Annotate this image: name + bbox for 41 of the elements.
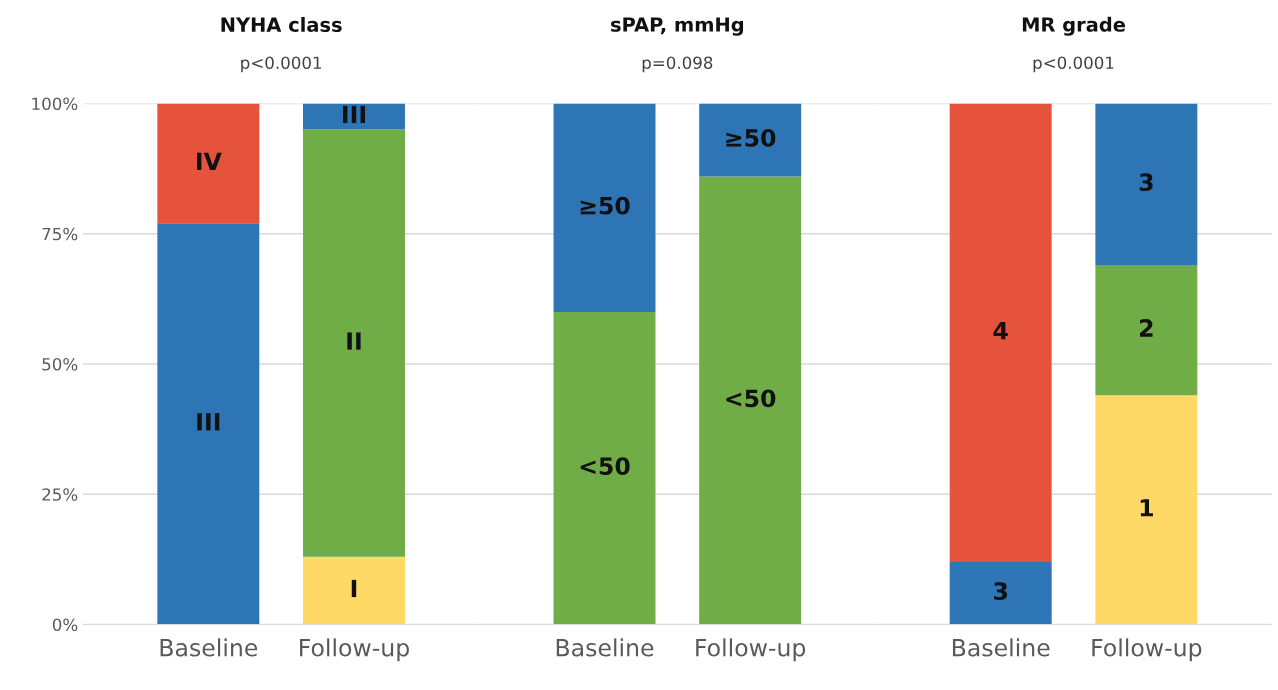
y-tick-label: 75% [42,227,78,241]
bar [303,556,405,625]
bar [303,103,405,130]
x-tick-label: Baseline [952,638,1050,657]
bar [1095,264,1198,396]
series-label: 3 [994,582,1008,601]
chart-title: MR grade [1022,16,1125,36]
bar [303,129,405,557]
series-label: ≥50 [726,128,776,147]
text: ≥50 [580,196,630,215]
text: <50 [726,389,776,408]
text: 3 [1139,173,1153,192]
chart-subtitle: p<0.0001 [241,56,322,73]
y-tick-label: 0% [52,618,78,632]
chart-title: sPAP, mmHg [611,17,744,36]
bar [949,561,1052,625]
bar [157,103,260,224]
chart-title: NYHA class [221,16,342,33]
x-tick-label: Baseline [556,638,654,657]
y-tick-label: 50% [42,357,78,371]
series-label: 2 [1140,319,1153,337]
x-tick-label: Baseline [160,638,258,657]
bar [1095,395,1198,625]
x-tick-label: Follow-up [1092,638,1202,662]
bar [949,103,1052,562]
y-tick-label: 100% [32,97,78,111]
bar [157,223,260,625]
series-label: I [351,579,357,598]
series-label: 4 [993,322,1008,340]
x-tick-label: Follow-up [300,638,409,662]
text: III [197,413,220,431]
series-label: II [347,332,361,350]
series-label: III [342,105,365,124]
bar [1095,103,1198,265]
y-tick-label: 25% [42,488,78,501]
series-label: IV [196,152,222,170]
chart-subtitle: p=0.098 [642,56,713,73]
x-tick-label: Follow-up [696,638,806,662]
series-label: <50 [580,457,630,476]
series-label: 1 [1140,499,1153,517]
chart-subtitle: p<0.0001 [1033,56,1114,73]
